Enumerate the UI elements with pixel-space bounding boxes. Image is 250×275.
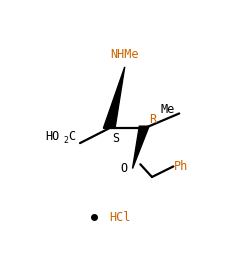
Text: NHMe: NHMe (110, 48, 138, 61)
Text: HCl: HCl (109, 211, 130, 224)
Text: Me: Me (160, 103, 174, 116)
Text: Ph: Ph (174, 160, 188, 173)
Text: HO: HO (45, 130, 59, 143)
Polygon shape (132, 126, 148, 169)
Text: C: C (68, 130, 75, 143)
Text: S: S (112, 132, 119, 145)
Text: O: O (120, 162, 127, 175)
Text: 2: 2 (63, 136, 68, 145)
Text: R: R (148, 113, 156, 126)
Polygon shape (103, 67, 124, 128)
